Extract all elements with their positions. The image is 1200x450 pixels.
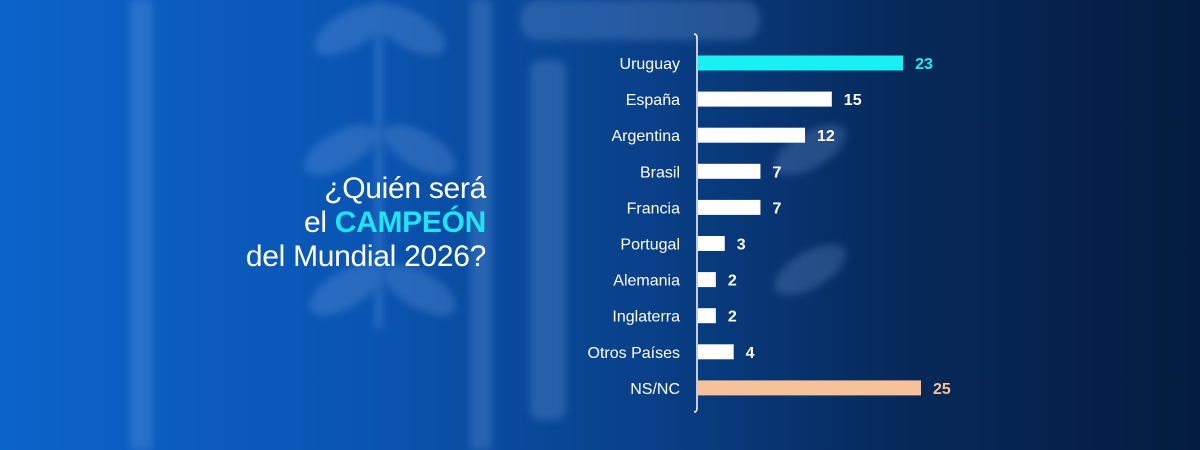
headline: ¿Quién será el CAMPEÓN del Mundial 2026? bbox=[246, 172, 486, 274]
value-label: 3 bbox=[737, 237, 746, 254]
value-label: 7 bbox=[772, 164, 781, 181]
category-label: España bbox=[626, 92, 680, 109]
bar bbox=[698, 163, 761, 179]
value-label: 2 bbox=[728, 309, 737, 326]
category-label: Brasil bbox=[640, 164, 680, 181]
bar bbox=[698, 236, 725, 251]
category-label: Francia bbox=[627, 200, 680, 217]
bar bbox=[698, 308, 716, 324]
headline-highlight: CAMPEÓN bbox=[334, 206, 487, 239]
headline-line-2-prefix: el bbox=[303, 206, 335, 239]
category-label: Otros Países bbox=[588, 345, 680, 362]
headline-line-3: del Mundial 2026? bbox=[245, 240, 486, 273]
value-label: 2 bbox=[728, 273, 737, 290]
value-label: 15 bbox=[844, 92, 862, 109]
bar bbox=[698, 91, 832, 107]
bar bbox=[698, 199, 761, 215]
category-label: Argentina bbox=[612, 128, 681, 145]
category-label: Alemania bbox=[613, 273, 680, 290]
headline-line-1: ¿Quién será bbox=[324, 172, 486, 205]
bar bbox=[698, 380, 921, 396]
chart-axis-bracket bbox=[693, 33, 698, 413]
value-label: 12 bbox=[817, 128, 835, 145]
value-label: 7 bbox=[772, 200, 781, 217]
bar bbox=[698, 127, 806, 143]
headline-line-2: el CAMPEÓN bbox=[246, 206, 486, 240]
category-label: NS/NC bbox=[630, 381, 680, 398]
category-label: Portugal bbox=[620, 237, 680, 254]
bar bbox=[698, 55, 904, 71]
category-label: Uruguay bbox=[620, 56, 680, 73]
value-label: 23 bbox=[915, 56, 933, 73]
bar bbox=[698, 272, 716, 288]
value-label: 4 bbox=[746, 345, 755, 362]
category-label: Inglaterra bbox=[612, 309, 680, 326]
bar bbox=[698, 344, 734, 360]
value-label: 25 bbox=[933, 381, 951, 398]
